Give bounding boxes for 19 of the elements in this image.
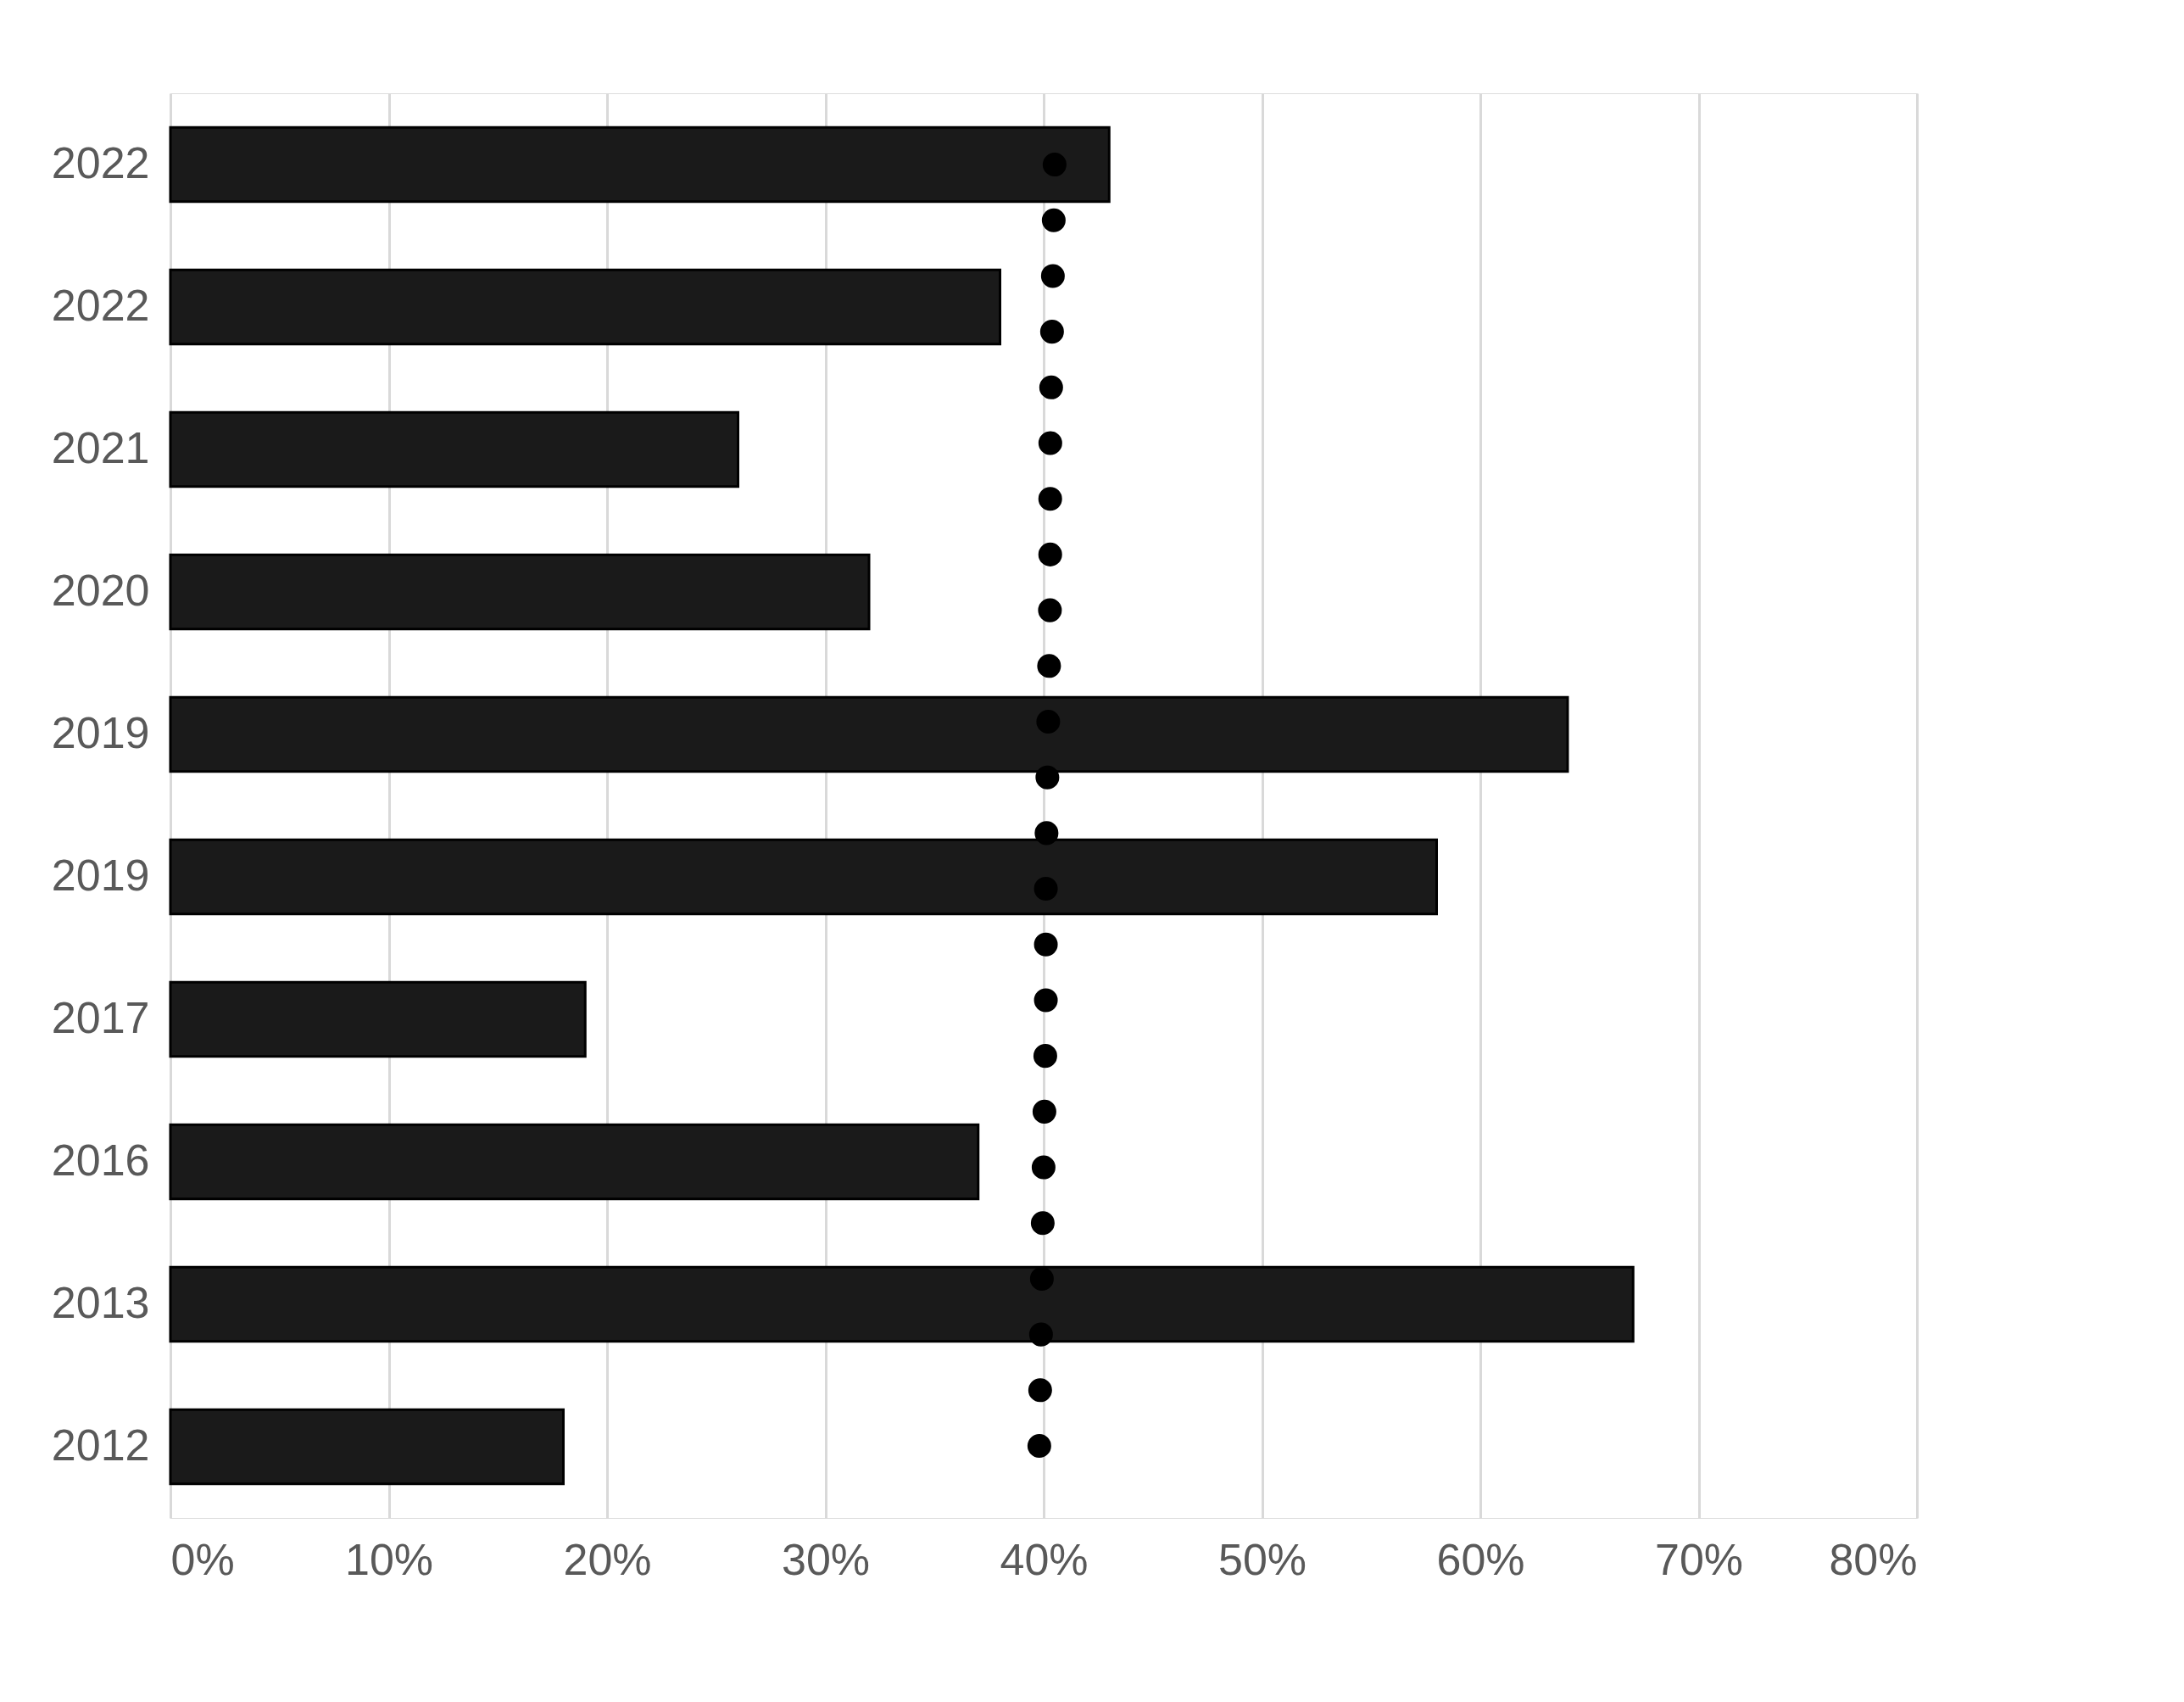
y-tick-label: 2019	[51, 851, 150, 900]
y-tick-label: 2019	[51, 708, 150, 757]
y-tick-label: 2022	[51, 281, 150, 330]
x-tick-label: 50%	[1217, 1534, 1307, 1584]
y-tick-label: 2013	[51, 1278, 150, 1327]
y-tick-label: 2021	[51, 423, 150, 472]
y-tick-label: 2016	[51, 1136, 150, 1185]
y-tick-label: 2012	[51, 1420, 150, 1470]
x-tick-label: 0%	[170, 1534, 235, 1584]
x-tick-label: 40%	[1000, 1534, 1089, 1584]
x-tick-label: 30%	[781, 1534, 871, 1584]
y-tick-label: 2017	[51, 993, 150, 1042]
x-tick-label: 60%	[1436, 1534, 1525, 1584]
x-tick-label: 20%	[563, 1534, 652, 1584]
x-tick-label: 80%	[1829, 1534, 1918, 1584]
y-tick-label: 2020	[51, 566, 150, 615]
y-tick-label: 2022	[51, 138, 150, 187]
x-tick-label: 70%	[1654, 1534, 1744, 1584]
x-tick-label: 10%	[344, 1534, 434, 1584]
